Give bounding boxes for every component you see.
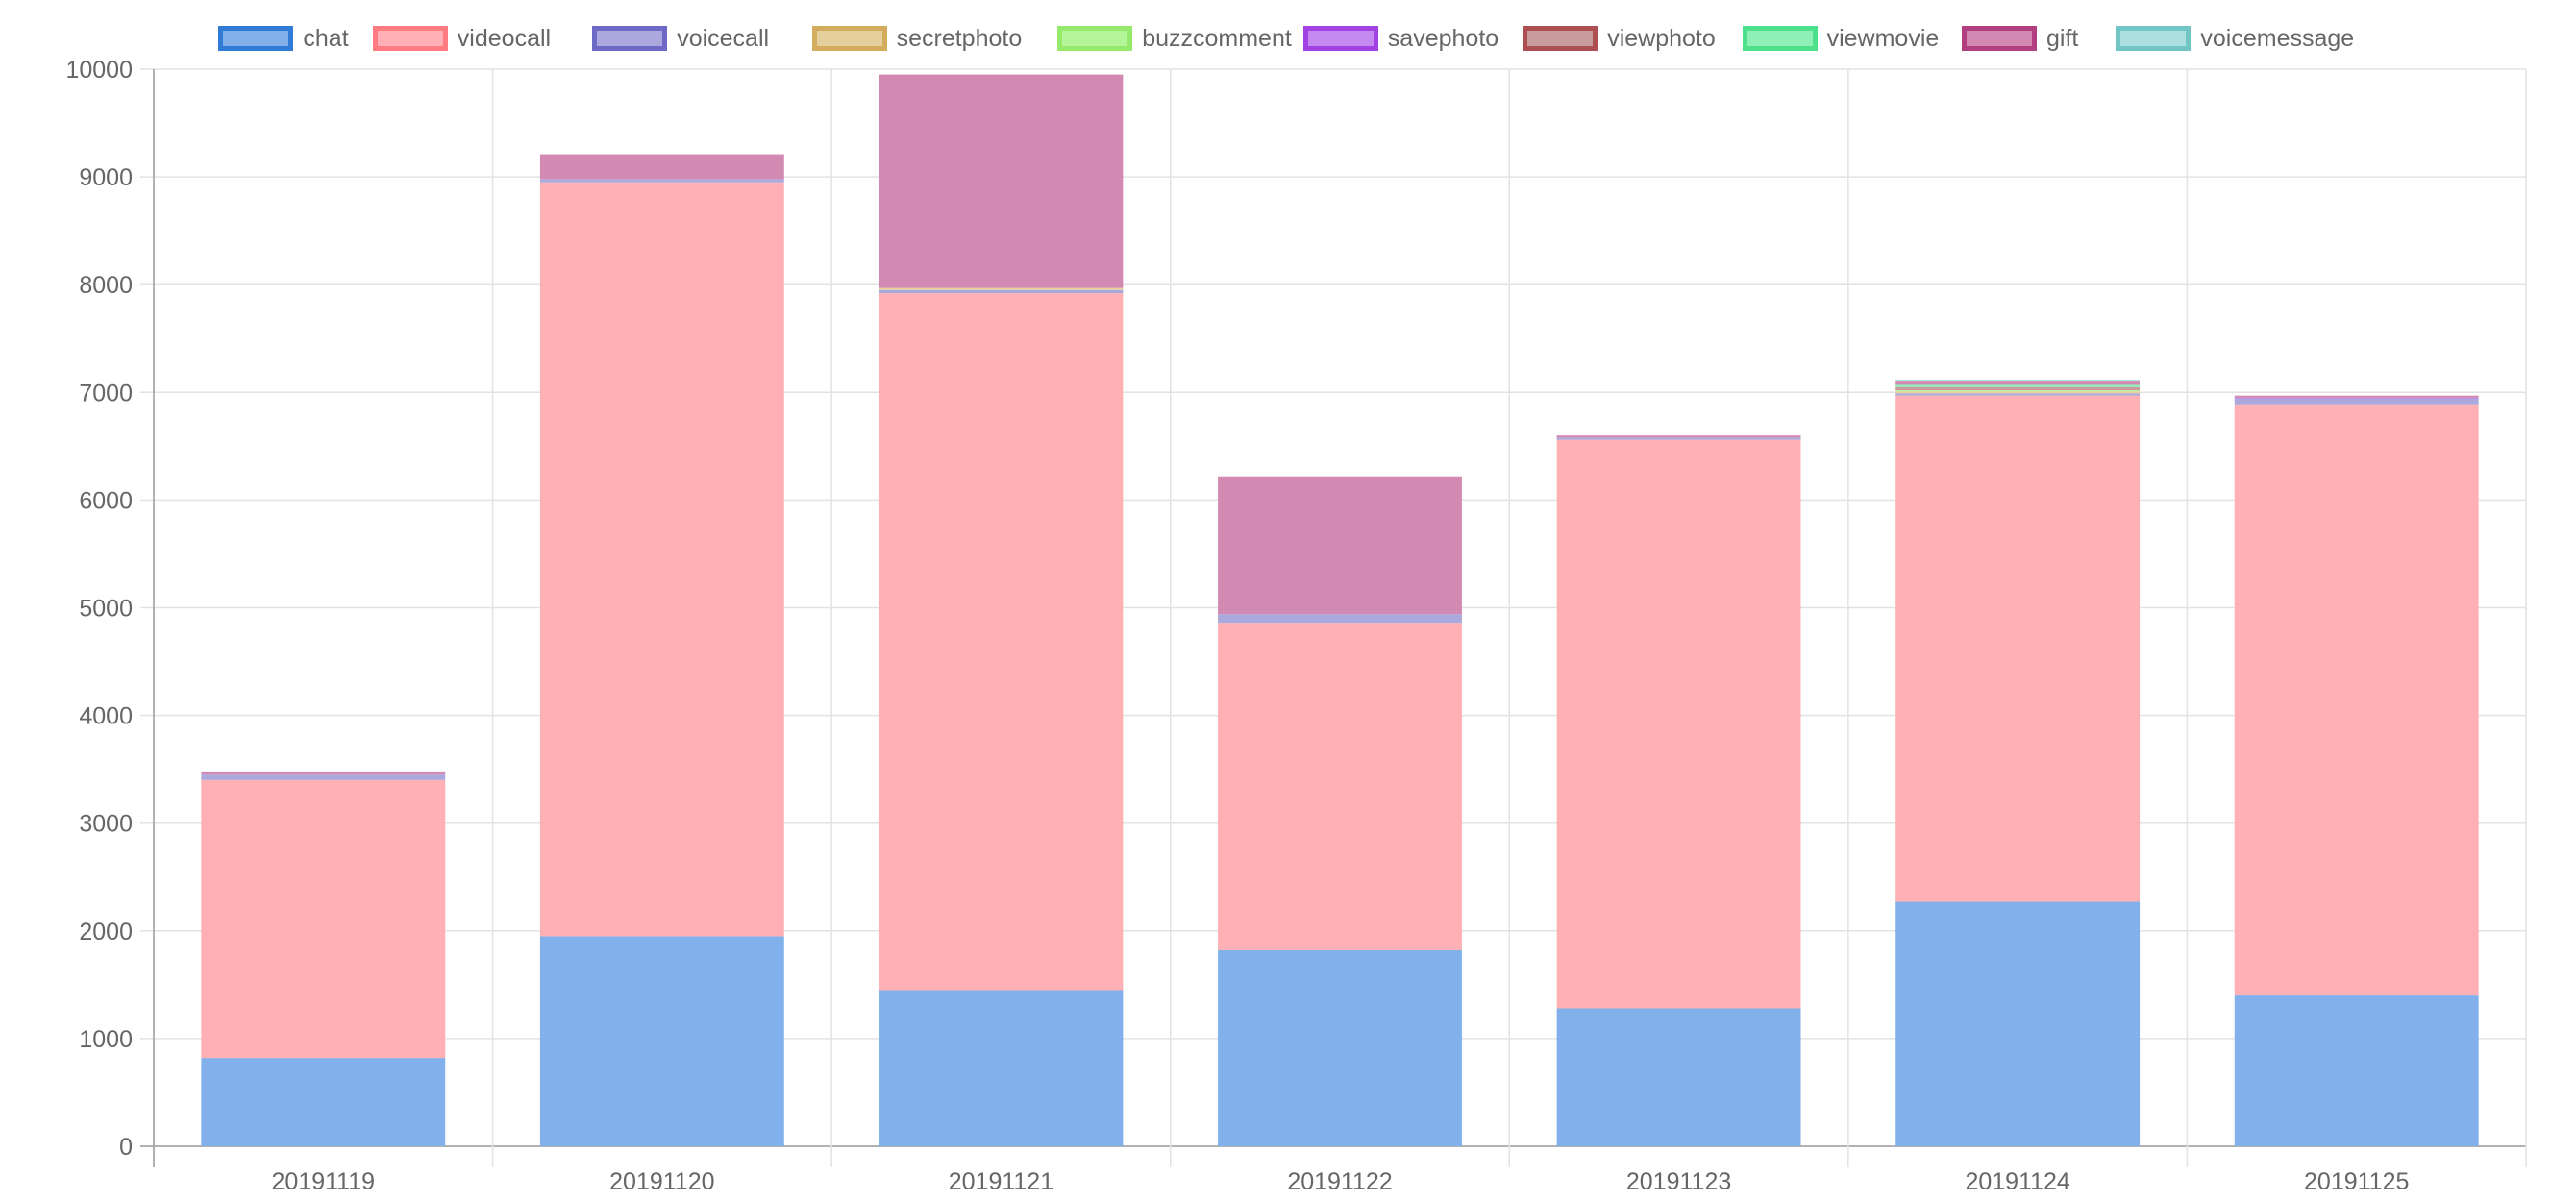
legend-swatch (1962, 26, 2037, 51)
bar-segment-viewphoto (1895, 386, 2141, 391)
bar-segment-videocall (879, 293, 1124, 991)
x-tick-label: 20191119 (272, 1168, 376, 1195)
bar-segment-chat (1895, 901, 2141, 1146)
legend-item-buzzcomment[interactable]: buzzcomment (1057, 17, 1292, 60)
bar-segment-viewmovie (1895, 384, 2141, 387)
x-tick-label: 20191121 (949, 1168, 1053, 1195)
bar-segment-gift (879, 74, 1124, 288)
axis-layer: 0 1000 2000 3000 4000 5000 6000 7000 8000 9000 100… (65, 57, 2409, 1195)
legend-item-viewmovie[interactable]: viewmovie (1742, 17, 1940, 60)
bar-segment-videocall (1218, 623, 1462, 950)
legend-label: videocall (457, 24, 552, 52)
legend-label: savephoto (1387, 24, 1499, 52)
bar-segment-voicecall (201, 774, 446, 780)
y-tick-label: 1000 (79, 1026, 133, 1053)
bar-segment-gift (1556, 435, 1801, 438)
legend-swatch (1057, 26, 1133, 51)
bar-segment-secretphoto (1895, 391, 2141, 394)
bar-segment-videocall (201, 779, 446, 1059)
x-tick-label: 20191124 (1965, 1168, 2069, 1195)
bar-segment-voicecall (2234, 399, 2479, 405)
legend-swatch (372, 26, 448, 51)
bar-segment-chat (879, 990, 1124, 1146)
legend-label: buzzcomment (1142, 24, 1292, 52)
bar-segment-chat (1218, 949, 1462, 1146)
y-tick-label: 9000 (79, 164, 133, 191)
bar-segment-secretphoto (879, 287, 1124, 290)
bar-segment-chat (1556, 1008, 1801, 1146)
legend-item-gift[interactable]: gift (1962, 17, 2078, 60)
legend-swatch (1302, 26, 1378, 51)
legend-item-videocall[interactable]: videocall (372, 17, 552, 60)
legend-swatch (2116, 26, 2192, 51)
legend-label: voicecall (677, 24, 770, 52)
legend-label: viewphoto (1607, 24, 1716, 52)
legend-swatch (811, 26, 887, 51)
bar-segment-voicecall (1895, 393, 2141, 396)
x-tick-label: 20191122 (1287, 1168, 1392, 1195)
legend-label: viewmovie (1826, 24, 1940, 52)
x-tick-label: 20191120 (609, 1168, 714, 1195)
bar-segment-gift (1218, 476, 1462, 615)
legend-item-viewphoto[interactable]: viewphoto (1523, 17, 1716, 60)
legend-item-voicemessage[interactable]: voicemessage (2116, 17, 2354, 60)
bar-segment-chat (201, 1058, 446, 1146)
bar-segment-videocall (1556, 439, 1801, 1009)
bar-segment-savephoto (2234, 397, 2479, 400)
bar-segment-chat (2234, 995, 2479, 1146)
bar-segment-voicecall (1218, 614, 1462, 624)
y-tick-label: 5000 (79, 596, 133, 623)
bar-segment-videocall (539, 182, 784, 937)
y-tick-label: 0 (119, 1134, 133, 1161)
legend-label: voicemessage (2200, 24, 2355, 52)
bar-segment-voicecall (1556, 437, 1801, 440)
legend-swatch (218, 26, 294, 51)
y-tick-label: 7000 (79, 380, 133, 406)
bar-segment-videocall (1895, 395, 2141, 902)
bar-segment-gift (539, 154, 784, 180)
bar-segment-chat (539, 936, 784, 1146)
bar-segment-gift (1895, 381, 2141, 385)
x-tick-label: 20191125 (2304, 1168, 2409, 1195)
bar-segment-voicecall (539, 179, 784, 183)
legend: chat videocall voicecall secretphoto buzzcom… (0, 17, 2576, 60)
y-tick-label: 4000 (79, 703, 133, 730)
legend-swatch (1742, 26, 1818, 51)
y-tick-label: 6000 (79, 487, 133, 514)
bar-segment-voicecall (879, 289, 1124, 294)
y-tick-label: 2000 (79, 919, 133, 945)
y-tick-label: 10000 (65, 57, 133, 84)
bar-layer (201, 74, 2479, 1146)
bar-segment-buzzcomment (1895, 390, 2141, 392)
bar-segment-gift (201, 771, 446, 775)
legend-label: gift (2046, 24, 2079, 52)
y-tick-label: 3000 (79, 811, 133, 838)
legend-label: secretphoto (896, 24, 1023, 52)
bar-segment-videocall (2234, 404, 2479, 996)
legend-item-voicecall[interactable]: voicecall (592, 17, 769, 60)
x-tick-label: 20191123 (1626, 1168, 1731, 1195)
legend-swatch (592, 26, 668, 51)
legend-item-chat[interactable]: chat (218, 17, 349, 60)
y-tick-label: 8000 (79, 272, 133, 299)
legend-item-secretphoto[interactable]: secretphoto (811, 17, 1023, 60)
bar-segment-gift (2234, 395, 2479, 398)
bar-segment-voicemessage (1895, 380, 2141, 382)
legend-item-savephoto[interactable]: savephoto (1302, 17, 1499, 60)
legend-label: chat (303, 24, 349, 52)
legend-swatch (1523, 26, 1598, 51)
